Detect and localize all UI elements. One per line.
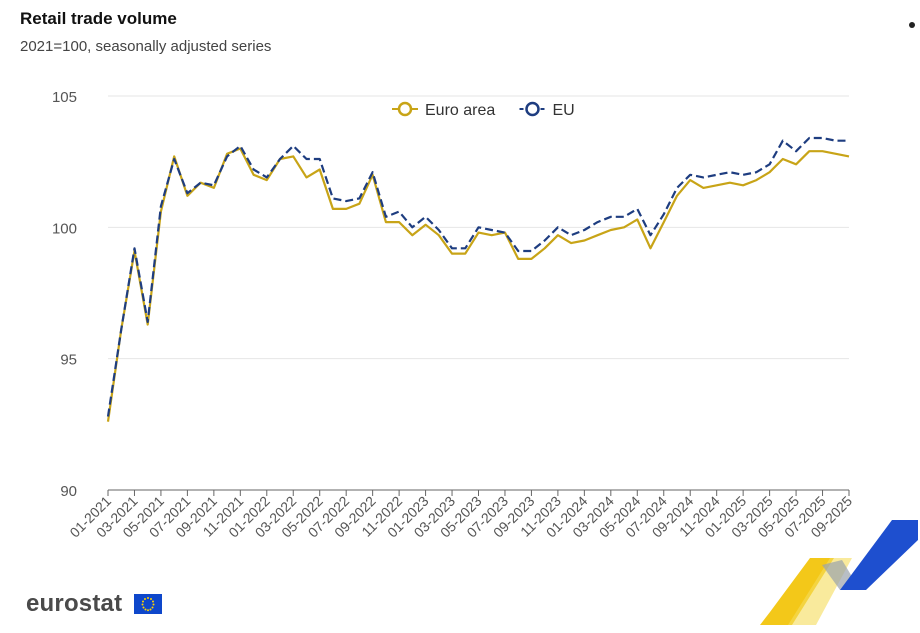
y-tick-label: 105: [52, 89, 77, 106]
legend-label: EU: [553, 102, 575, 119]
gridlines: [108, 95, 849, 491]
y-tick-label: 90: [60, 483, 77, 500]
y-axis-ticks: 90 95 100 105: [52, 89, 77, 500]
series-lines: [106, 136, 850, 422]
legend-circle-marker: [525, 101, 540, 117]
series-line-euro-area: [106, 147, 850, 422]
y-tick-label: 95: [60, 352, 77, 369]
series-line-eu: [106, 136, 849, 417]
legend-circle-marker: [397, 101, 413, 117]
legend[interactable]: Euro area EU: [392, 101, 575, 119]
legend-label: Euro area: [425, 102, 495, 119]
menu-dot-icon[interactable]: [909, 22, 915, 28]
eurostat-decoration: [760, 520, 918, 625]
legend-item-eu[interactable]: EU: [519, 101, 575, 119]
x-axis-ticks: 01-202103-202105-202107-202109-202111-20…: [66, 490, 855, 540]
eu-flag-icon: [134, 594, 162, 614]
chart-title: Retail trade volume: [20, 9, 177, 28]
eurostat-logo-text: eurostat: [26, 590, 123, 617]
chart-subtitle: 2021=100, seasonally adjusted series: [20, 38, 272, 55]
legend-item-euro-area[interactable]: Euro area: [392, 101, 495, 119]
y-tick-label: 100: [52, 220, 77, 237]
